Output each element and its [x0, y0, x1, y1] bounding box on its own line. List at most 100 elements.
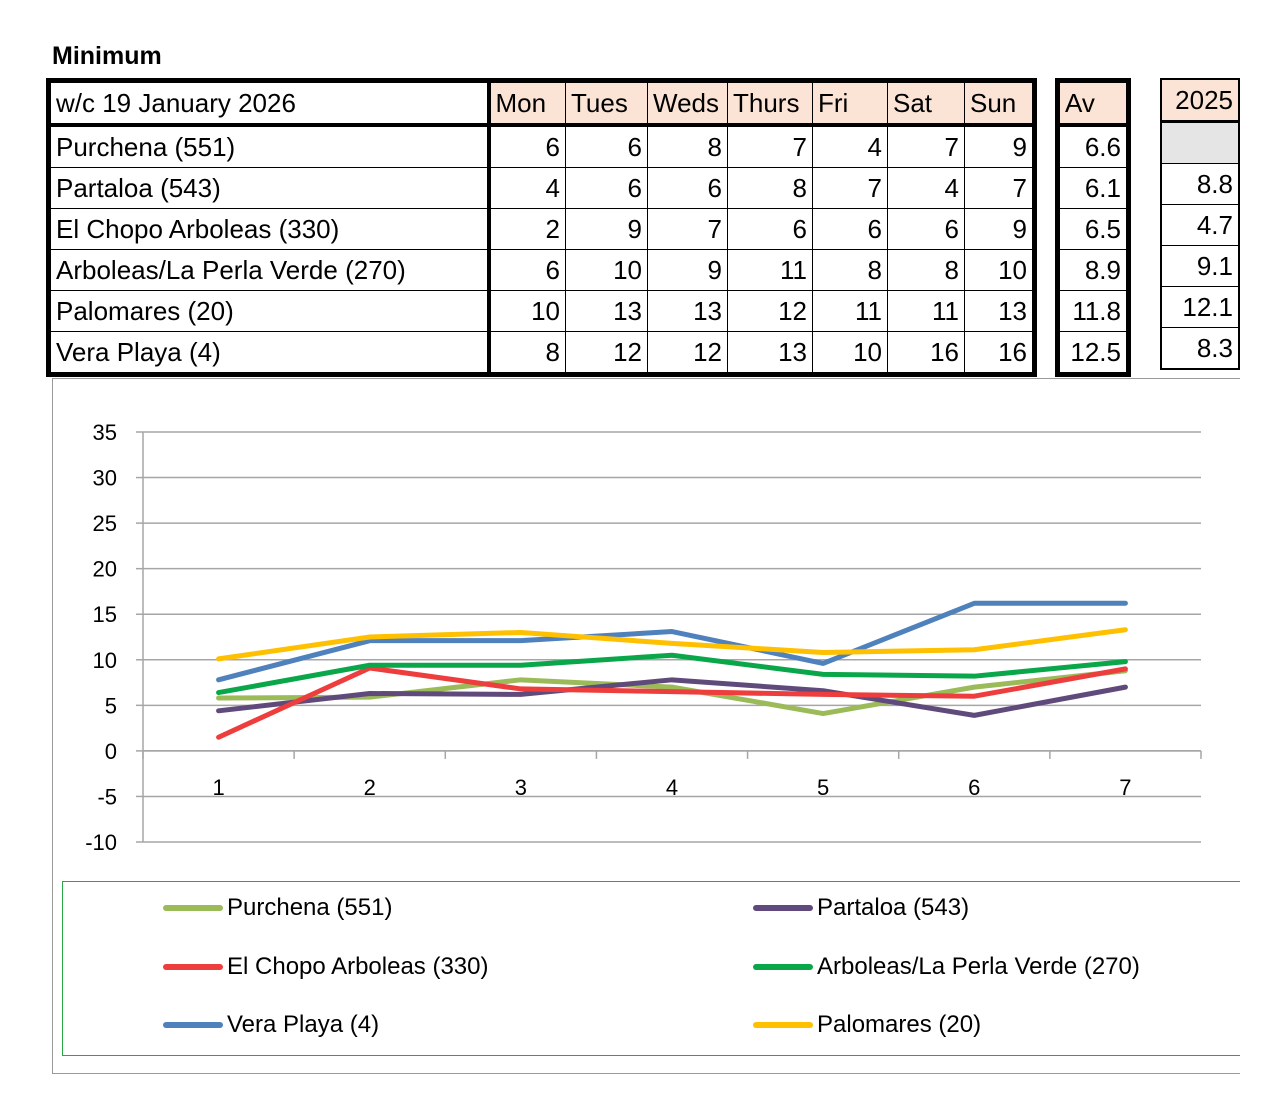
- day-value: 13: [647, 290, 728, 332]
- av-header-row: Av: [1057, 80, 1129, 127]
- prev-header-row: 2025: [1160, 78, 1240, 123]
- day-value: 13: [565, 290, 648, 332]
- day-value: 11: [727, 249, 813, 291]
- series-line: [216, 652, 1128, 696]
- legend-item: Partaloa (543): [753, 894, 969, 922]
- x-tick-label: 3: [515, 775, 527, 800]
- day-value: 8: [488, 331, 566, 375]
- day-header: Sat: [887, 80, 965, 127]
- day-value: 13: [727, 331, 813, 375]
- average-value: 12.5: [1057, 331, 1129, 375]
- legend-label: Palomares (20): [817, 1011, 982, 1038]
- series-line: [216, 677, 1128, 718]
- av-row: 12.5: [1057, 331, 1129, 375]
- prev-year-value: 8.8: [1160, 163, 1240, 205]
- legend-item: Purchena (551): [163, 894, 392, 922]
- prev-year-value: [1160, 121, 1240, 164]
- y-tick-label: -10: [85, 830, 117, 855]
- x-tick-label: 7: [1119, 775, 1131, 800]
- av-row: 6.5: [1057, 208, 1129, 250]
- legend-item: Vera Playa (4): [163, 1011, 379, 1039]
- day-value: 6: [488, 124, 566, 168]
- table-row: Vera Playa (4) 8 12 12 13 10 16 16: [48, 331, 1035, 375]
- day-value: 4: [887, 167, 965, 209]
- prev-year-header: 2025: [1160, 78, 1240, 123]
- prev-year-value: 4.7: [1160, 204, 1240, 246]
- table-row: Arboleas/La Perla Verde (270) 6 10 9 11 8 8 10: [48, 249, 1035, 291]
- legend-swatch: [753, 964, 813, 970]
- day-value: 9: [964, 124, 1035, 168]
- day-value: 2: [488, 208, 566, 250]
- location-name: Palomares (20): [48, 290, 491, 332]
- average-value: 6.5: [1057, 208, 1129, 250]
- av-row: 6.1: [1057, 167, 1129, 209]
- day-value: 10: [812, 331, 888, 375]
- chart-legend: Purchena (551) Partaloa (543) El Chopo Arb…: [62, 881, 1240, 1056]
- day-value: 16: [964, 331, 1035, 375]
- location-name: El Chopo Arboleas (330): [48, 208, 491, 250]
- day-value: 8: [647, 124, 728, 168]
- prev-row: [1160, 121, 1240, 164]
- av-row: 11.8: [1057, 290, 1129, 332]
- y-tick-label: 25: [93, 511, 117, 536]
- prev-row: 12.1: [1160, 286, 1240, 328]
- y-tick-label: 10: [93, 648, 117, 673]
- table-row: Purchena (551) 6 6 8 7 4 7 9: [48, 124, 1035, 168]
- x-tick-label: 6: [968, 775, 980, 800]
- day-value: 6: [727, 208, 813, 250]
- day-value: 8: [812, 249, 888, 291]
- previous-year-table: 2025 8.8 4.7 9.1 12.1 8.3: [1160, 78, 1240, 370]
- prev-row: 9.1: [1160, 245, 1240, 287]
- av-row: 6.6: [1057, 124, 1129, 168]
- day-value: 7: [964, 167, 1035, 209]
- av-header: Av: [1057, 80, 1129, 127]
- day-header: Sun: [964, 80, 1035, 127]
- x-tick-label: 2: [364, 775, 376, 800]
- location-name: Partaloa (543): [48, 167, 491, 209]
- legend-label: El Chopo Arboleas (330): [227, 953, 489, 980]
- location-name: Purchena (551): [48, 124, 491, 168]
- day-value: 13: [964, 290, 1035, 332]
- average-value: 8.9: [1057, 249, 1129, 291]
- day-value: 12: [565, 331, 648, 375]
- legend-swatch: [163, 964, 223, 970]
- day-value: 7: [727, 124, 813, 168]
- y-tick-label: 0: [105, 739, 117, 764]
- line-chart: 35 30 25 20 15 10 5 0 -5 -10 1 2 3 4 5 6 7: [85, 420, 1202, 855]
- day-header: Thurs: [727, 80, 813, 127]
- temperature-table: w/c 19 January 2026 Mon Tues Weds Thurs Fri Sa…: [46, 78, 1037, 377]
- day-value: 10: [964, 249, 1035, 291]
- y-tick-label: 20: [93, 557, 117, 582]
- day-value: 7: [887, 124, 965, 168]
- day-value: 11: [812, 290, 888, 332]
- day-value: 9: [647, 249, 728, 291]
- day-value: 4: [812, 124, 888, 168]
- day-value: 9: [964, 208, 1035, 250]
- prev-row: 4.7: [1160, 204, 1240, 246]
- day-value: 8: [887, 249, 965, 291]
- prev-row: 8.8: [1160, 163, 1240, 205]
- x-tick-label: 5: [817, 775, 829, 800]
- legend-item: El Chopo Arboleas (330): [163, 953, 489, 981]
- day-value: 6: [647, 167, 728, 209]
- location-name: Vera Playa (4): [48, 331, 491, 375]
- day-value: 7: [647, 208, 728, 250]
- legend-swatch: [753, 905, 813, 911]
- average-value: 11.8: [1057, 290, 1129, 332]
- av-row: 8.9: [1057, 249, 1129, 291]
- y-tick-label: 5: [105, 693, 117, 718]
- average-value: 6.1: [1057, 167, 1129, 209]
- week-label: w/c 19 January 2026: [48, 80, 491, 127]
- table-row: El Chopo Arboleas (330) 2 9 7 6 6 6 9: [48, 208, 1035, 250]
- table-row: Partaloa (543) 4 6 6 8 7 4 7: [48, 167, 1035, 209]
- day-header: Mon: [488, 80, 566, 127]
- prev-year-value: 12.1: [1160, 286, 1240, 328]
- day-value: 9: [565, 208, 648, 250]
- legend-swatch: [163, 905, 223, 911]
- day-header: Tues: [565, 80, 648, 127]
- header-row: w/c 19 January 2026 Mon Tues Weds Thurs Fri Sa…: [48, 80, 1035, 127]
- prev-row: 8.3: [1160, 327, 1240, 370]
- y-tick-label: 15: [93, 602, 117, 627]
- prev-year-value: 9.1: [1160, 245, 1240, 287]
- day-value: 16: [887, 331, 965, 375]
